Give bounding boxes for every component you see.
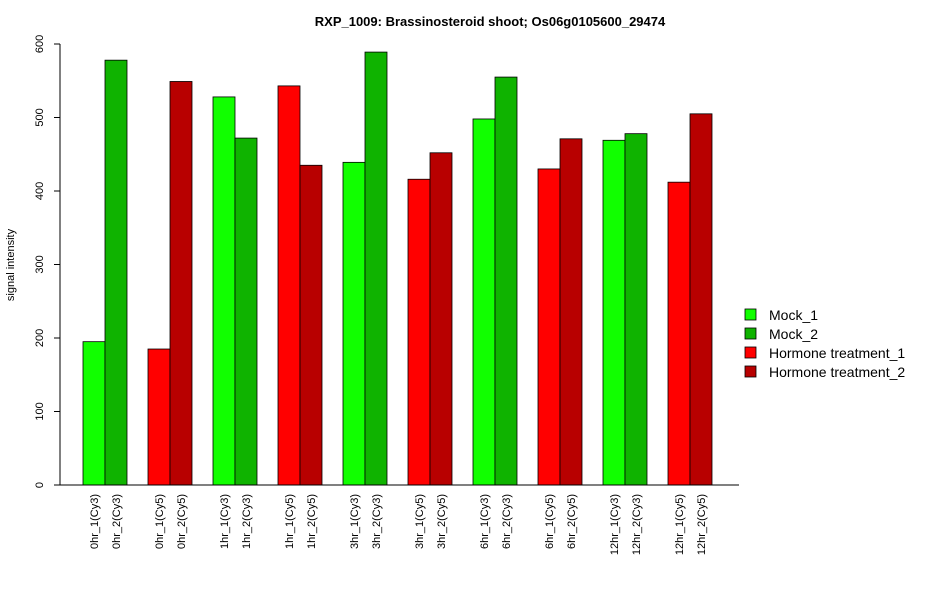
bar — [104, 59, 128, 486]
bar — [689, 113, 713, 486]
x-tick-label: 6hr_2(Cy3) — [501, 494, 513, 549]
bar — [602, 139, 626, 486]
x-tick-label: 1hr_1(Cy3) — [219, 494, 231, 549]
x-tick-label: 0hr_2(Cy3) — [111, 494, 123, 549]
x-tick-label: 0hr_2(Cy5) — [176, 494, 188, 549]
bar — [624, 133, 648, 486]
bar — [364, 51, 388, 486]
x-axis: 0hr_1(Cy3) 0hr_2(Cy3) 0hr_1(Cy5) 0hr_2(Cy5)… — [60, 484, 739, 555]
x-tick-label: 6hr_1(Cy5) — [544, 494, 556, 549]
bar — [234, 137, 258, 486]
x-tick-label: 0hr_1(Cy5) — [154, 494, 166, 549]
y-axis: 0 100 200 300 400 500 600 — [34, 35, 61, 488]
legend: Mock_1 Mock_2 Hormone treatment_1 Hormone t… — [744, 307, 905, 380]
bar — [212, 96, 236, 486]
x-tick-label: 12hr_1(Cy5) — [674, 494, 686, 555]
bar — [559, 138, 583, 486]
bar — [537, 168, 561, 486]
bar — [147, 348, 171, 486]
y-tick-label: 500 — [34, 108, 46, 126]
bar — [407, 178, 431, 486]
bar — [277, 85, 301, 486]
x-tick-label: 12hr_2(Cy5) — [696, 494, 708, 555]
legend-label: Hormone treatment_2 — [769, 364, 905, 380]
bar — [82, 341, 106, 486]
bar — [472, 118, 496, 486]
y-tick-label: 600 — [34, 35, 46, 53]
y-axis-label: signal intensity — [5, 228, 17, 301]
legend-swatch — [744, 346, 757, 359]
x-tick-label: 12hr_2(Cy3) — [631, 494, 643, 555]
x-tick-label: 1hr_1(Cy5) — [284, 494, 296, 549]
legend-swatch — [744, 308, 757, 321]
y-tick-label: 200 — [34, 329, 46, 347]
bar — [342, 161, 366, 486]
bar — [299, 164, 323, 486]
y-tick-label: 300 — [34, 255, 46, 273]
legend-swatch — [744, 365, 757, 378]
x-tick-label: 12hr_1(Cy3) — [609, 494, 621, 555]
x-tick-label: 3hr_1(Cy5) — [414, 494, 426, 549]
x-tick-label: 1hr_2(Cy3) — [241, 494, 253, 549]
x-tick-label: 1hr_2(Cy5) — [306, 494, 318, 549]
x-tick-label: 6hr_1(Cy3) — [479, 494, 491, 549]
x-tick-label: 3hr_1(Cy3) — [349, 494, 361, 549]
x-tick-label: 3hr_2(Cy3) — [371, 494, 383, 549]
legend-swatch — [744, 327, 757, 340]
bar — [667, 181, 691, 486]
y-tick-label: 0 — [34, 482, 46, 488]
chart-title: RXP_1009: Brassinosteroid shoot; Os06g01… — [315, 14, 666, 29]
bar — [429, 152, 453, 486]
x-tick-label: 0hr_1(Cy3) — [89, 494, 101, 549]
legend-label: Mock_2 — [769, 326, 818, 342]
legend-label: Mock_1 — [769, 307, 818, 323]
x-tick-label: 6hr_2(Cy5) — [566, 494, 578, 549]
y-tick-label: 100 — [34, 402, 46, 420]
x-tick-label: 3hr_2(Cy5) — [436, 494, 448, 549]
legend-label: Hormone treatment_1 — [769, 345, 905, 361]
y-tick-label: 400 — [34, 182, 46, 200]
bar — [169, 81, 193, 486]
plot-area — [82, 51, 713, 486]
bar — [494, 76, 518, 486]
